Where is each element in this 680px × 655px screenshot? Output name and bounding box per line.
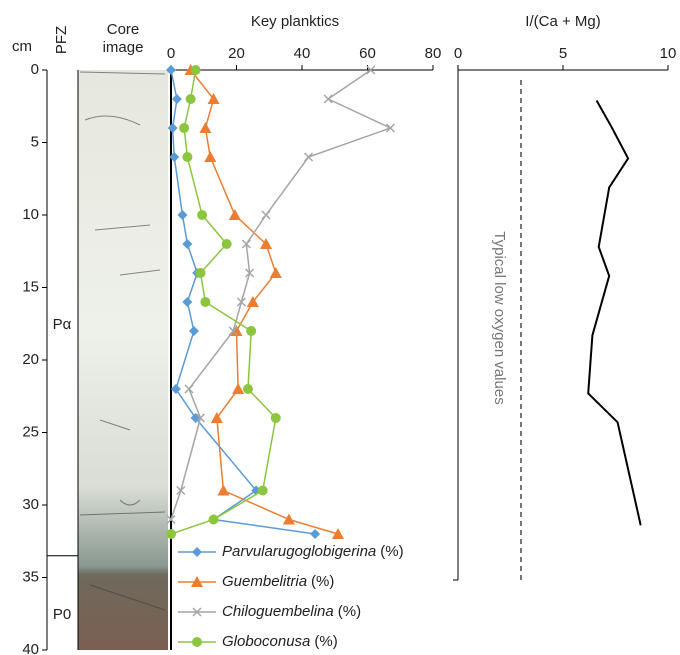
marker [192, 637, 202, 647]
core-label: Core [107, 21, 140, 38]
marker [204, 151, 216, 162]
legend-suffix: (%) [311, 573, 334, 590]
legend-suffix: (%) [314, 633, 337, 650]
marker [386, 124, 394, 132]
legend-name: Guembelitria [222, 573, 307, 590]
legend-label: Parvularugoglobigerina(%) [222, 543, 404, 560]
marker [310, 529, 320, 539]
y-tick-label: 20 [22, 351, 39, 368]
marker [171, 384, 181, 394]
y-tick-label: 15 [22, 278, 39, 295]
legend-label: Globoconusa(%) [222, 633, 338, 650]
marker [182, 239, 192, 249]
y-tick-label: 25 [22, 423, 39, 440]
depth-label: cm [12, 38, 32, 55]
y-tick-label: 10 [22, 206, 39, 223]
pfz-label: PFZ [53, 26, 70, 54]
x-tick-label: 20 [228, 45, 245, 62]
figure: cm PFZ Core image Key planktics I/(Ca + … [0, 0, 680, 655]
marker [211, 412, 223, 423]
marker [182, 297, 192, 307]
marker [182, 152, 192, 162]
marker [222, 239, 232, 249]
marker [192, 547, 202, 557]
marker [324, 95, 332, 103]
marker [179, 123, 189, 133]
marker [186, 94, 196, 104]
marker [258, 486, 268, 496]
core-image [78, 70, 168, 650]
marker [195, 268, 205, 278]
marker [243, 384, 253, 394]
marker [172, 94, 182, 104]
marker [217, 485, 229, 496]
legend-suffix: (%) [380, 543, 403, 560]
zone-label: Pα [53, 316, 72, 333]
x-tick-label: 40 [294, 45, 311, 62]
legend-name: Chiloguembelina [222, 603, 334, 620]
marker [185, 385, 193, 393]
y-tick-label: 5 [31, 133, 39, 150]
marker [189, 326, 199, 336]
marker [197, 210, 207, 220]
marker [191, 65, 201, 75]
x-tick-label: 0 [454, 45, 462, 62]
marker [232, 383, 244, 394]
x-tick-label: 80 [425, 45, 442, 62]
marker [199, 122, 211, 133]
chart-title: I/(Ca + Mg) [525, 13, 600, 30]
marker [305, 153, 313, 161]
y-tick-label: 35 [22, 568, 39, 585]
marker [177, 210, 187, 220]
chart-title: Key planktics [251, 13, 339, 30]
series-line [191, 70, 338, 534]
x-tick-label: 10 [660, 45, 677, 62]
marker [271, 413, 281, 423]
core-label: image [103, 39, 144, 56]
y-tick-label: 0 [31, 61, 39, 78]
marker [237, 298, 245, 306]
x-tick-label: 5 [559, 45, 567, 62]
threshold-label: Typical low oxygen values [491, 231, 508, 404]
marker [168, 123, 178, 133]
marker [200, 297, 210, 307]
marker [229, 209, 241, 220]
y-tick-label: 40 [22, 641, 39, 655]
legend-name: Parvularugoglobigerina [222, 543, 376, 560]
marker [283, 514, 295, 525]
y-tick-label: 30 [22, 496, 39, 513]
series-line [171, 70, 315, 534]
legend-suffix: (%) [338, 603, 361, 620]
x-tick-label: 60 [359, 45, 376, 62]
marker [246, 326, 256, 336]
marker [262, 211, 270, 219]
legend-name: Globoconusa [222, 633, 310, 650]
marker [209, 515, 219, 525]
x-tick-label: 0 [167, 45, 175, 62]
marker [270, 267, 282, 278]
zone-label: P0 [53, 606, 71, 623]
legend-label: Chiloguembelina(%) [222, 603, 361, 620]
series-line [588, 100, 641, 525]
marker [166, 529, 176, 539]
legend-label: Guembelitria(%) [222, 573, 334, 590]
